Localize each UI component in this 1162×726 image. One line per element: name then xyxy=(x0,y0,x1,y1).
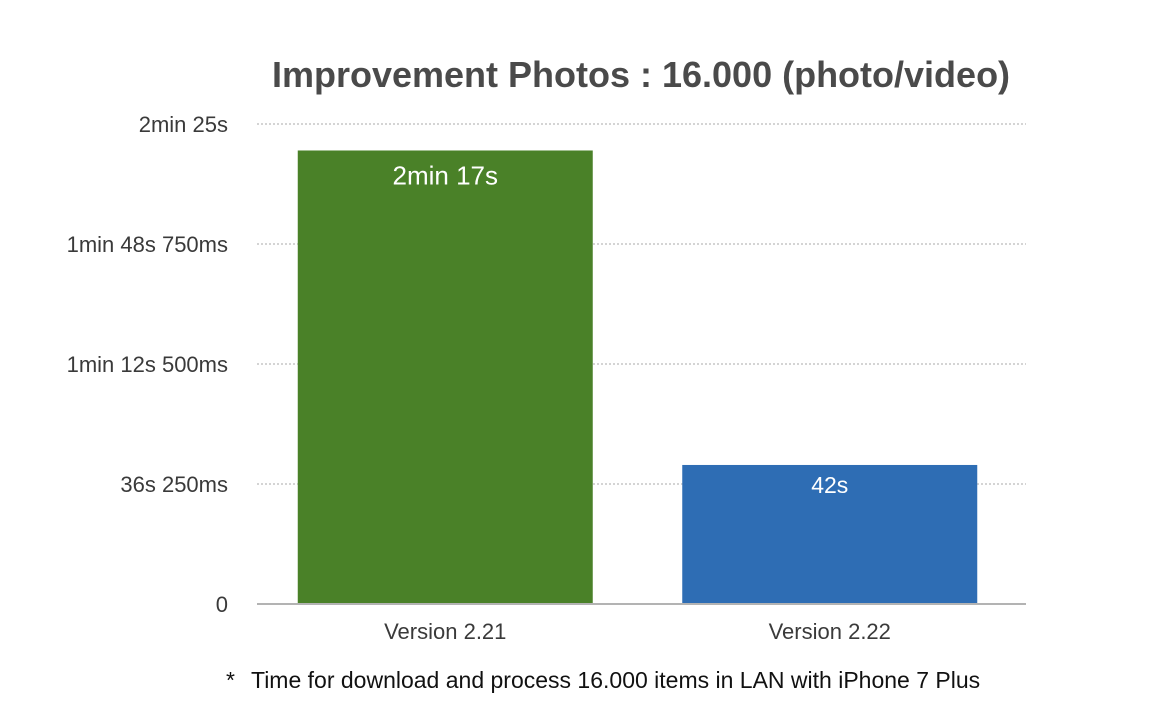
bar-data-label: 2min 17s xyxy=(393,160,499,190)
y-axis-tick-labels: 0 36s 250ms 1min 12s 500ms 1min 48s 750ms 2m… xyxy=(67,112,228,617)
x-category-label: Version 2.22 xyxy=(769,619,891,644)
bar-2 xyxy=(682,464,978,603)
bar-1 xyxy=(297,150,593,603)
bar-data-labels: 2min 17s 42s xyxy=(393,160,849,497)
x-category-label: Version 2.21 xyxy=(384,619,506,644)
chart-title: Improvement Photos : 16.000 (photo/video… xyxy=(272,54,1010,95)
footnote: * Time for download and process 16.000 it… xyxy=(226,667,980,694)
y-tick-label: 2min 25s xyxy=(139,112,228,137)
y-tick-label: 0 xyxy=(216,592,228,617)
x-axis-category-labels: Version 2.21 Version 2.22 xyxy=(384,619,891,644)
y-tick-label: 36s 250ms xyxy=(120,472,228,497)
y-tick-label: 1min 48s 750ms xyxy=(67,232,228,257)
bar-data-label: 42s xyxy=(811,472,848,498)
footnote-text: Time for download and process 16.000 ite… xyxy=(251,667,981,693)
bars xyxy=(297,150,978,603)
y-tick-label: 1min 12s 500ms xyxy=(67,352,228,377)
footnote-marker: * xyxy=(226,667,235,693)
